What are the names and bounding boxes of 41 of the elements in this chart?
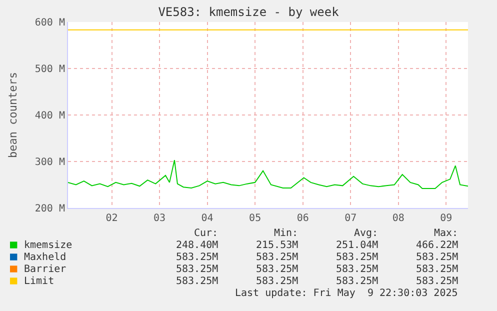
y-tick-label: 400 M — [34, 110, 65, 122]
text: 248.40M — [176, 240, 218, 251]
x-tick-label: 04 — [201, 213, 214, 224]
text: Max: — [434, 228, 458, 239]
text: 583.25M — [336, 252, 378, 263]
x-tick-label: 08 — [392, 213, 404, 224]
y-tick-label: 200 M — [34, 204, 65, 214]
chart-title: VE583: kmemsize - by week — [158, 5, 340, 20]
legend-label: kmemsize — [24, 240, 72, 251]
x-tick-label: 02 — [106, 213, 118, 224]
text: Cur: — [194, 228, 218, 239]
text: 583.25M — [336, 276, 378, 287]
text: 583.25M — [256, 276, 298, 287]
text: 583.25M — [416, 276, 458, 287]
y-tick-label: 500 M — [34, 64, 65, 75]
text: 583.25M — [416, 264, 458, 275]
y-axis-title: bean counters — [6, 72, 20, 158]
text: 583.25M — [256, 264, 298, 275]
x-tick-label: 05 — [249, 213, 262, 224]
legend-label: Limit — [24, 276, 54, 287]
text: 583.25M — [176, 276, 218, 287]
legend-label: Maxheld — [24, 252, 66, 263]
legend-label: Barrier — [24, 264, 66, 275]
x-tick-label: 07 — [344, 213, 357, 224]
text: 583.25M — [256, 252, 298, 263]
text: 583.25M — [176, 252, 218, 263]
x-tick-label: 09 — [440, 213, 452, 224]
x-tick-label: 03 — [154, 213, 166, 224]
text: 215.53M — [256, 240, 298, 251]
x-tick-label: 06 — [296, 213, 309, 224]
text: Min: — [274, 228, 298, 239]
text: 583.25M — [416, 252, 458, 263]
line-series — [68, 160, 468, 189]
text: Last update: Fri May 9 22:30:03 2025 — [235, 288, 458, 299]
y-tick-label: 600 M — [34, 18, 65, 28]
text: 251.04M — [336, 240, 378, 251]
text: 583.25M — [336, 264, 378, 275]
text: 583.25M — [176, 264, 218, 275]
text: 466.22M — [416, 240, 458, 251]
y-tick-label: 300 M — [34, 157, 65, 168]
text: Avg: — [354, 228, 378, 239]
